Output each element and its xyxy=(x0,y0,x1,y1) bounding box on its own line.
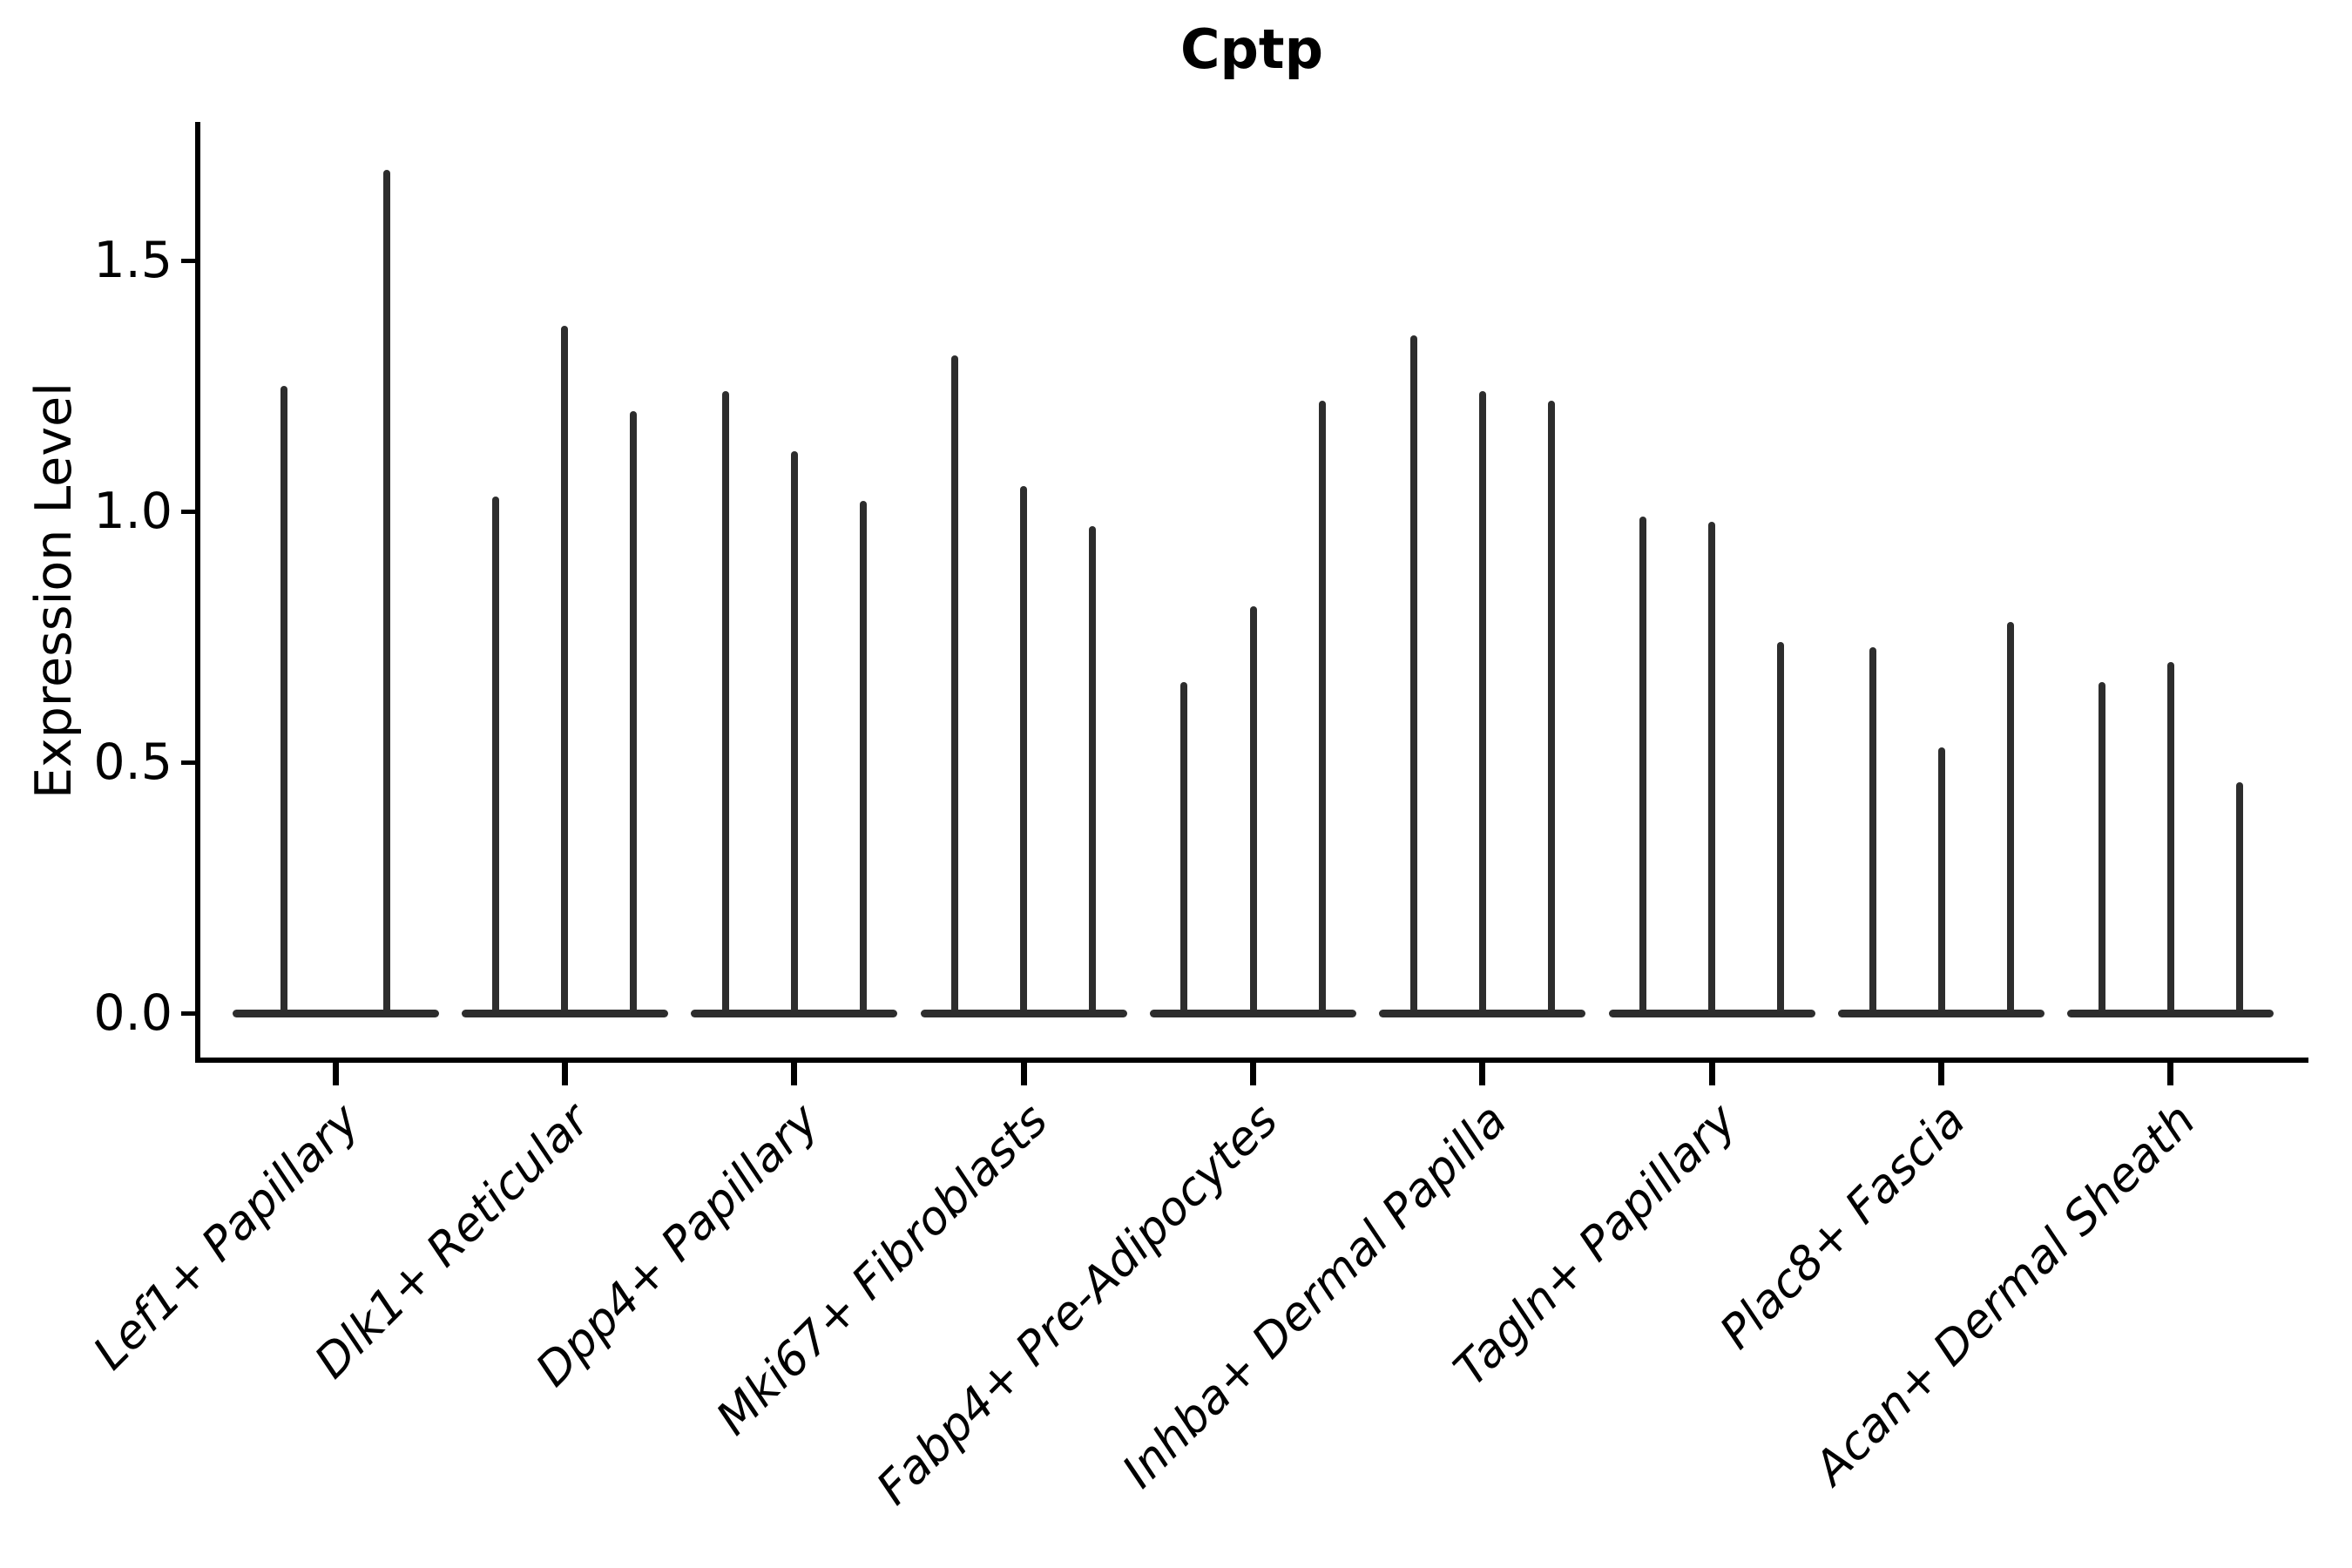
x-tick-mark xyxy=(791,1063,798,1085)
violin-spike xyxy=(859,501,867,1017)
x-tick-mark xyxy=(1250,1063,1256,1085)
x-tick-mark xyxy=(332,1063,339,1085)
violin-spike xyxy=(561,325,569,1017)
violin-base xyxy=(232,1009,439,1017)
y-tick-label: 1.0 xyxy=(93,483,172,540)
violin-spike xyxy=(1708,521,1716,1017)
violin-spike xyxy=(1020,486,1028,1017)
x-tick-mark xyxy=(2167,1063,2174,1085)
x-tick-mark xyxy=(1708,1063,1715,1085)
violin-spike xyxy=(1478,390,1486,1017)
violin-spike xyxy=(2098,681,2105,1017)
violin-spike xyxy=(280,386,287,1017)
violin-spike xyxy=(1777,641,1785,1017)
violin-spike xyxy=(383,170,391,1017)
violin-spike xyxy=(721,390,729,1017)
y-tick-label: 0.5 xyxy=(93,733,172,791)
y-tick-label: 0.0 xyxy=(93,984,172,1042)
violin-spike xyxy=(2006,621,2014,1017)
violin-spike xyxy=(1180,681,1188,1017)
violin-spike xyxy=(1249,606,1257,1017)
y-tick-mark xyxy=(181,1010,195,1016)
y-tick-mark xyxy=(181,509,195,514)
y-axis-spine xyxy=(195,122,200,1063)
x-tick-mark xyxy=(1938,1063,1945,1085)
violin-spike xyxy=(2235,782,2243,1017)
violin-spike xyxy=(1547,401,1555,1017)
x-tick-mark xyxy=(561,1063,568,1085)
violin-spike xyxy=(1639,516,1647,1017)
y-tick-mark xyxy=(181,258,195,263)
x-tick-mark xyxy=(1479,1063,1486,1085)
violin-spike xyxy=(1089,526,1097,1017)
y-tick-label: 1.5 xyxy=(93,232,172,289)
x-tick-label: Fabp4+ Pre-Adipocytes xyxy=(866,1093,1288,1516)
y-tick-mark xyxy=(181,760,195,765)
x-tick-label: Acan+ Dermal Sheath xyxy=(1804,1093,2206,1496)
violin-spike xyxy=(1318,401,1326,1017)
violin-spike xyxy=(1409,335,1417,1017)
x-tick-label: Plac8+ Fascia xyxy=(1710,1093,1977,1360)
chart-title: Cptp xyxy=(1180,17,1323,81)
violin-spike xyxy=(1869,646,1876,1017)
violin-spike xyxy=(630,410,638,1017)
x-tick-mark xyxy=(1020,1063,1027,1085)
x-tick-label: Inhba+ Dermal Papilla xyxy=(1112,1093,1517,1499)
violin-spike xyxy=(2166,661,2174,1017)
violin-spike xyxy=(1937,747,1945,1017)
x-axis-spine xyxy=(195,1058,2308,1063)
violin-spike xyxy=(492,496,500,1017)
violin-spike xyxy=(951,355,959,1017)
violin-spike xyxy=(790,450,798,1017)
